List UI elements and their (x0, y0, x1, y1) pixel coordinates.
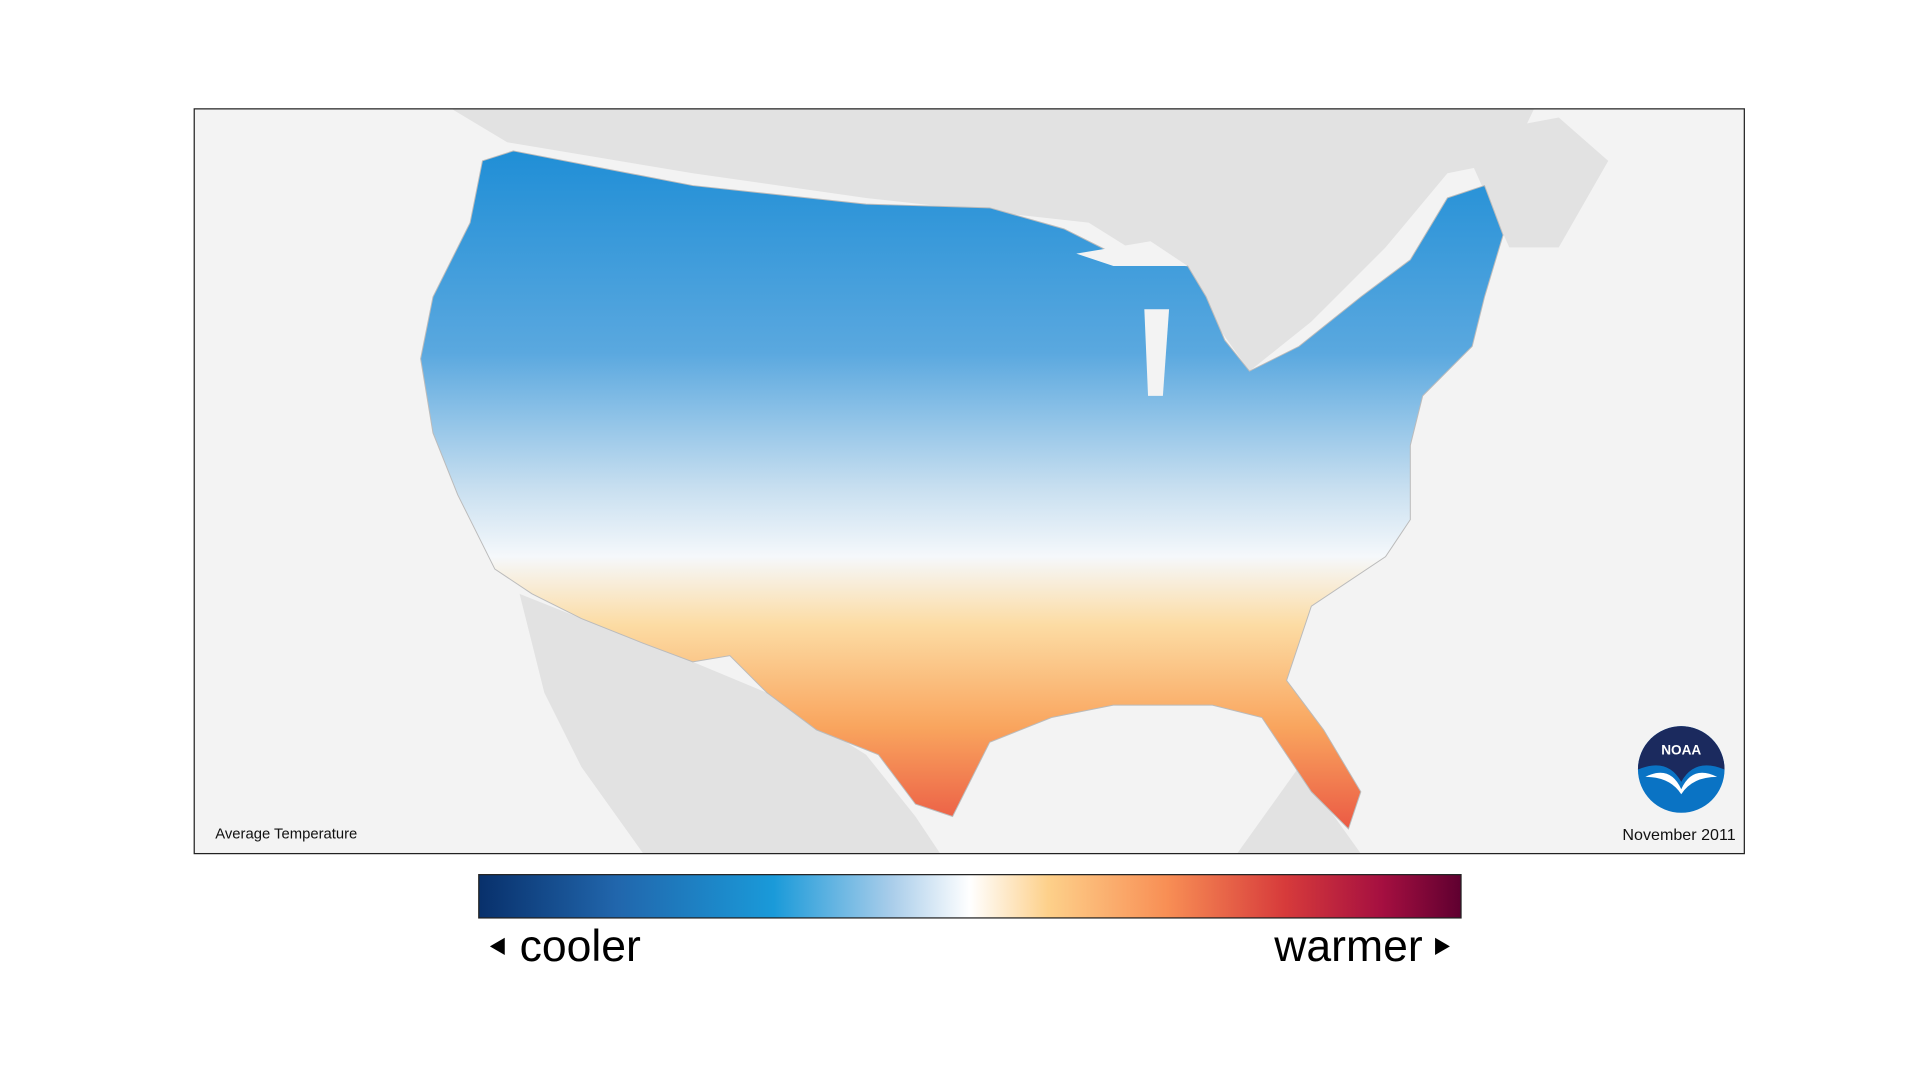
color-bar (478, 874, 1462, 919)
legend-high: warmer (1273, 922, 1423, 971)
logo-top (1637, 726, 1725, 782)
map-label: Average Temperature (215, 827, 357, 843)
legend-low: cooler (520, 922, 641, 971)
canada (451, 108, 1535, 372)
map-frame (193, 108, 1745, 855)
logo-text: NOAA (1661, 743, 1701, 758)
map-date: November 2011 (1622, 826, 1735, 844)
lake-michigan (1144, 309, 1170, 396)
caribbean (1237, 767, 1361, 854)
noaa-logo: NOAA (1637, 726, 1725, 813)
warmer-arrow (1435, 937, 1450, 956)
cooler-arrow (489, 937, 505, 956)
mexico (519, 593, 941, 854)
lake-superior (1076, 241, 1188, 266)
conus-temperature (420, 150, 1504, 830)
canada-east (1459, 117, 1609, 248)
logo-bird (1645, 772, 1718, 795)
map-area (194, 108, 1745, 854)
